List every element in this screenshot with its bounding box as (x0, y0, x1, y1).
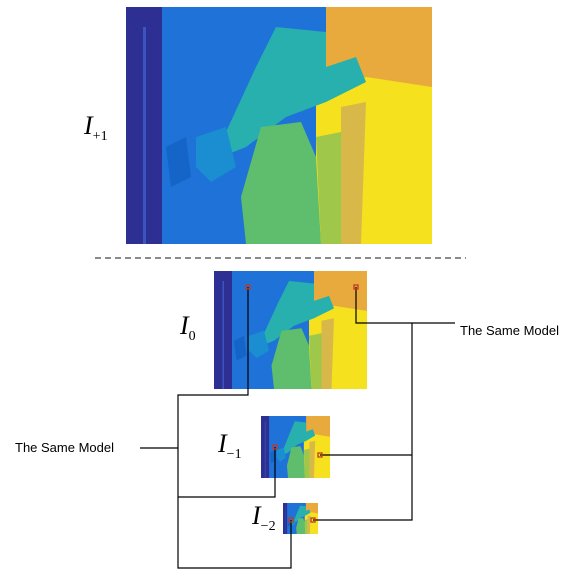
image-0 (214, 271, 367, 389)
annotation-right: The Same Model (460, 323, 559, 338)
label-subscript: −2 (261, 519, 276, 534)
label-minus2: I−2 (251, 501, 276, 534)
image-minus1 (261, 416, 330, 478)
annotation-left: The Same Model (15, 440, 114, 455)
label-subscript: −1 (227, 447, 242, 462)
label-subscript: 0 (189, 329, 196, 344)
image-plus1 (126, 7, 432, 244)
label-subscript: +1 (93, 129, 108, 144)
diagram: I+1 I0 I−1 I−2 The Same Model The Same M… (0, 0, 579, 572)
label-0: I0 (179, 311, 196, 344)
label-minus1: I−1 (217, 429, 242, 462)
label-plus1: I+1 (83, 111, 108, 144)
